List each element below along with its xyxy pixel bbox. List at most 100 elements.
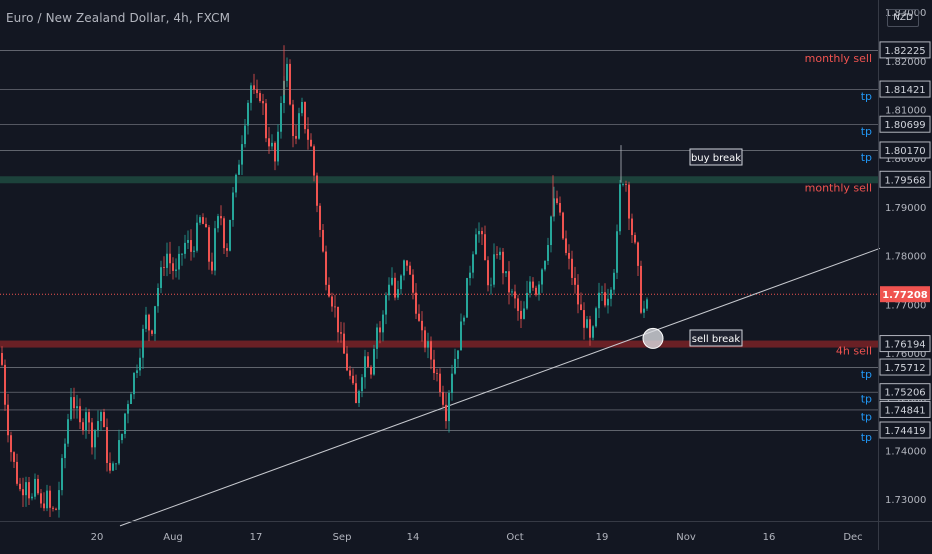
candle-body: [325, 251, 327, 285]
candles: [1, 45, 648, 518]
candle-body: [298, 113, 300, 139]
y-tick-label: 1.73000: [885, 495, 926, 506]
x-tick-label: Sep: [333, 532, 352, 543]
candle-body: [40, 493, 42, 504]
candle-body: [646, 299, 648, 309]
y-tick-label: 1.78000: [885, 252, 926, 263]
candle-body: [274, 142, 276, 162]
chart-title: Euro / New Zealand Dollar, 4h, FXCM: [6, 11, 231, 25]
candle-body: [526, 292, 528, 309]
candle-body: [154, 306, 156, 334]
candle-body: [370, 366, 372, 375]
candle-body: [67, 419, 69, 444]
candle-body: [592, 326, 594, 338]
y-tick-label: 1.81000: [885, 106, 926, 117]
candle-body: [55, 508, 57, 510]
candle-body: [226, 248, 228, 251]
price-box: [879, 80, 931, 98]
candle-body: [343, 333, 345, 354]
level-zone-buy: [0, 176, 878, 184]
candle-body: [409, 265, 411, 275]
candle-body: [541, 269, 543, 285]
candle-body: [85, 412, 87, 431]
candle-body: [487, 260, 489, 286]
price-box: [879, 358, 931, 376]
candle-body: [337, 306, 339, 333]
candle-body: [565, 238, 567, 253]
candle-body: [394, 277, 396, 298]
candle-body: [88, 412, 90, 423]
candle-body: [454, 358, 456, 374]
candle-body: [250, 85, 252, 103]
candle-body: [178, 253, 180, 270]
price-box: [879, 421, 931, 439]
candle-body: [412, 274, 414, 293]
candle-body: [190, 240, 192, 252]
candle-body: [277, 131, 279, 162]
candle-body: [433, 359, 435, 374]
candle-body: [319, 205, 321, 230]
candle-body: [517, 298, 519, 311]
candle-body: [364, 356, 366, 378]
y-tick-label: 1.76000: [885, 349, 926, 360]
candle-body: [292, 104, 294, 137]
candle-body: [220, 216, 222, 219]
candle-body: [118, 440, 120, 464]
candle-body: [97, 421, 99, 431]
candle-body: [421, 320, 423, 331]
candle-body: [430, 341, 432, 360]
candle-body: [199, 217, 201, 223]
candle-body: [16, 461, 18, 484]
trendline: [119, 247, 881, 527]
candle-body: [76, 406, 78, 409]
candle-body: [91, 422, 93, 448]
price-box-value: 1.75206: [884, 388, 925, 399]
touch-marker: [642, 327, 664, 349]
candle-body: [640, 265, 642, 313]
candle-body: [262, 101, 264, 104]
candle-body: [505, 271, 507, 274]
x-tick-label: 17: [250, 532, 263, 543]
candle-body: [208, 227, 210, 262]
price-box: [879, 141, 931, 159]
candle-body: [124, 413, 126, 434]
y-tick-label: 1.74000: [885, 446, 926, 457]
candle-body: [583, 310, 585, 328]
level-label: 4h sell: [836, 345, 872, 358]
candle-body: [598, 292, 600, 309]
y-tick-label: 1.80000: [885, 154, 926, 165]
candle-body: [544, 260, 546, 270]
candle-body: [571, 258, 573, 278]
candle-body: [631, 218, 633, 236]
candle-body: [589, 319, 591, 338]
candle-body: [70, 397, 72, 420]
candle-body: [148, 314, 150, 331]
candle-body: [538, 284, 540, 295]
price-box-value: 1.74419: [884, 426, 925, 437]
candle-body: [10, 435, 12, 453]
level-zone-sell: [0, 340, 878, 348]
currency-badge[interactable]: NZD: [887, 9, 919, 27]
price-box-value: 1.76194: [884, 340, 925, 351]
candle-body: [532, 281, 534, 288]
candle-body: [520, 310, 522, 319]
price-box: [879, 335, 931, 353]
candle-body: [127, 404, 129, 414]
candle-body: [331, 296, 333, 307]
candle-body: [196, 222, 198, 251]
level-label: tp: [861, 90, 872, 103]
candle-body: [361, 377, 363, 392]
candle-body: [142, 328, 144, 358]
price-box-value: 1.82225: [884, 46, 925, 57]
candle-body: [19, 483, 21, 490]
candle-body: [445, 404, 447, 422]
candle-body: [418, 313, 420, 321]
candle-body: [253, 85, 255, 90]
price-box: [879, 41, 931, 59]
candle-body: [307, 129, 309, 140]
candle-body: [295, 136, 297, 139]
candle-body: [145, 314, 147, 329]
candle-body: [547, 245, 549, 261]
